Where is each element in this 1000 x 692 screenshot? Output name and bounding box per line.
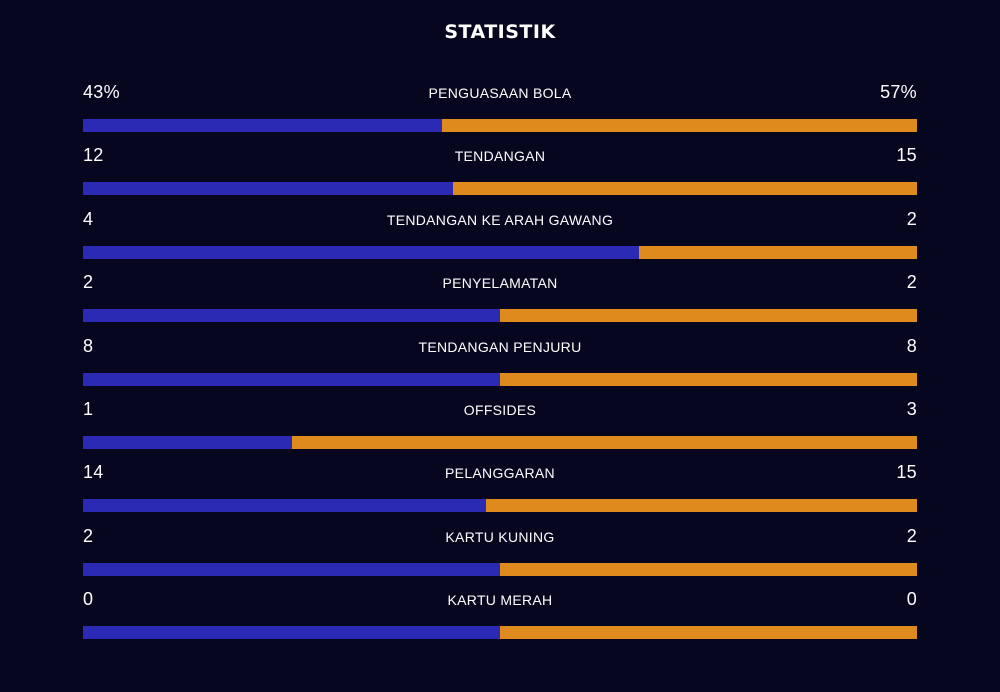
away-bar [500,626,917,640]
stat-label: TENDANGAN KE ARAH GAWANG [386,211,614,228]
stat-values: 43% PENGUASAAN BOLA 57% [83,78,917,118]
away-value: 2 [906,272,917,293]
stat-bar [83,372,917,386]
home-value: 8 [83,335,94,356]
home-value: 43% [83,82,120,102]
away-value: 2 [906,525,917,546]
home-bar [83,119,442,132]
stat-row-saves: 2 PENYELAMATAN 2 [83,268,917,331]
stat-label: PENYELAMATAN [442,275,558,292]
home-value: 14 [83,462,104,483]
away-bar [500,562,917,576]
stat-label: PENGUASAAN BOLA [428,85,572,101]
home-bar [83,626,500,640]
stat-bar [83,119,917,132]
stat-row-yellow-cards: 2 KARTU KUNING 2 [83,522,917,585]
home-value: 0 [83,589,94,610]
stat-label: OFFSIDES [463,401,537,418]
away-value: 15 [896,462,917,483]
stats-title: STATISTIK [444,21,556,43]
away-bar [291,435,917,449]
stat-label: KARTU MERAH [447,592,553,609]
away-value: 8 [906,335,917,356]
stat-row-shots-on-target: 4 TENDANGAN KE ARAH GAWANG 2 [83,205,917,268]
away-value: 2 [906,208,917,229]
stat-bar [83,562,917,576]
stat-row-red-cards: 0 KARTU MERAH 0 [83,585,917,648]
stat-bar [83,499,917,513]
stat-values: 1 OFFSIDES 3 [83,395,917,435]
away-bar [441,119,917,132]
stat-label: KARTU KUNING [445,528,555,545]
away-bar [485,499,917,513]
stat-values: 12 TENDANGAN 15 [83,141,917,181]
stat-row-offsides: 1 OFFSIDES 3 [83,395,917,458]
away-bar [500,372,917,386]
stat-values: 2 PENYELAMATAN 2 [83,268,917,308]
away-value: 0 [906,589,917,610]
stat-bar [83,182,917,196]
home-bar [83,245,640,259]
away-value: 3 [906,398,917,419]
home-value: 12 [83,145,104,166]
stat-values: 4 TENDANGAN KE ARAH GAWANG 2 [83,205,917,245]
stat-label: PELANGGARAN [445,465,555,482]
stats-list: 43% PENGUASAAN BOLA 57% 12 TENDANGAN 15 … [83,78,917,649]
away-value: 57% [880,82,917,102]
away-bar [500,309,917,323]
home-bar [83,372,500,386]
stat-label: TENDANGAN [454,148,546,165]
stat-row-corners: 8 TENDANGAN PENJURU 8 [83,332,917,395]
home-value: 1 [83,398,94,419]
stat-bar [83,309,917,323]
stat-values: 8 TENDANGAN PENJURU 8 [83,332,917,372]
home-bar [83,435,292,449]
home-value: 4 [83,208,94,229]
home-bar [83,499,486,513]
stat-bar [83,435,917,449]
stat-values: 0 KARTU MERAH 0 [83,585,917,625]
away-bar [639,245,917,259]
stat-bar [83,626,917,640]
away-bar [453,182,917,196]
stat-values: 14 PELANGGARAN 15 [83,458,917,498]
home-bar [83,182,454,196]
home-bar [83,562,500,576]
home-value: 2 [83,272,94,293]
home-value: 2 [83,525,94,546]
stat-label: TENDANGAN PENJURU [418,338,582,355]
stat-row-fouls: 14 PELANGGARAN 15 [83,458,917,521]
stat-row-possession: 43% PENGUASAAN BOLA 57% [83,78,917,141]
stat-bar [83,245,917,259]
away-value: 15 [896,145,917,166]
stat-row-shots: 12 TENDANGAN 15 [83,141,917,204]
stat-values: 2 KARTU KUNING 2 [83,522,917,562]
home-bar [83,309,500,323]
